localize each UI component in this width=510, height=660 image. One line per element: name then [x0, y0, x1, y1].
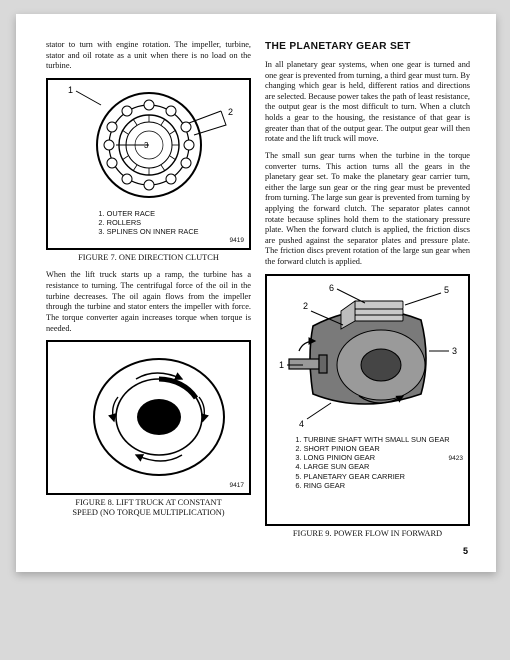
figure-7-caption: FIGURE 7. ONE DIRECTION CLUTCH [46, 253, 251, 263]
figure-9-id: 9423 [449, 455, 463, 463]
fig7-legend-2: 2. ROLLERS [98, 218, 198, 227]
figure-9-box: 1 2 3 4 5 6 1. TURBINE SHAFT WITH SMALL … [265, 274, 470, 526]
fig9-legend-4: 4. LARGE SUN GEAR [295, 462, 449, 471]
fig9-legend-2: 2. SHORT PINION GEAR [295, 444, 449, 453]
fig9-c5: 5 [444, 285, 449, 295]
fig9-c6: 6 [329, 283, 334, 293]
figure-8-caption-l2: SPEED (NO TORQUE MULTIPLICATION) [72, 508, 224, 517]
fig9-c3: 3 [452, 346, 457, 356]
figure-9-legend: 1. TURBINE SHAFT WITH SMALL SUN GEAR 2. … [295, 435, 449, 491]
right-para-1: In all planetary gear systems, when one … [265, 60, 470, 145]
intro-paragraph: stator to turn with engine rotation. The… [46, 40, 251, 72]
page-sheet: stator to turn with engine rotation. The… [16, 14, 496, 572]
fig7-callout-3: 3 [144, 141, 149, 150]
figure-8-illustration [64, 347, 234, 487]
fig9-c1: 1 [279, 360, 284, 370]
fig9-legend-6: 6. RING GEAR [295, 481, 449, 490]
fig7-legend-3: 3. SPLINES ON INNER RACE [98, 227, 198, 236]
figure-9-caption: FIGURE 9. POWER FLOW IN FORWARD [265, 529, 470, 539]
figure-8-caption: FIGURE 8. LIFT TRUCK AT CONSTANT SPEED (… [46, 498, 251, 517]
two-column-layout: stator to turn with engine rotation. The… [46, 40, 470, 546]
fig7-legend-1: 1. OUTER RACE [98, 209, 198, 218]
left-column: stator to turn with engine rotation. The… [46, 40, 251, 546]
figure-9-illustration: 1 2 3 4 5 6 [273, 281, 463, 431]
figure-8-id: 9417 [230, 482, 244, 490]
fig9-c2: 2 [303, 301, 308, 311]
mid-paragraph: When the lift truck starts up a ramp, th… [46, 270, 251, 334]
right-para-2: The small sun gear turns when the turbin… [265, 151, 470, 268]
fig9-c4: 4 [299, 419, 304, 429]
figure-7-legend: 1. OUTER RACE 2. ROLLERS 3. SPLINES ON I… [98, 209, 198, 237]
figure-8-caption-l1: FIGURE 8. LIFT TRUCK AT CONSTANT [75, 498, 221, 507]
figure-8-box: 9417 [46, 340, 251, 495]
figure-7-illustration: 1 2 3 [56, 85, 242, 205]
figure-7-id: 9419 [230, 237, 244, 245]
fig7-callout-1: 1 [68, 85, 73, 95]
fig9-legend-1: 1. TURBINE SHAFT WITH SMALL SUN GEAR [295, 435, 449, 444]
section-heading: THE PLANETARY GEAR SET [265, 40, 470, 53]
fig9-legend-3: 3. LONG PINION GEAR [295, 453, 449, 462]
right-column: THE PLANETARY GEAR SET In all planetary … [265, 40, 470, 546]
page-number: 5 [463, 546, 468, 556]
fig7-callout-2: 2 [228, 107, 233, 117]
fig9-legend-5: 5. PLANETARY GEAR CARRIER [295, 472, 449, 481]
figure-7-box: 1 2 3 1. OUTER RACE 2. ROLLERS 3. SPLINE… [46, 78, 251, 250]
